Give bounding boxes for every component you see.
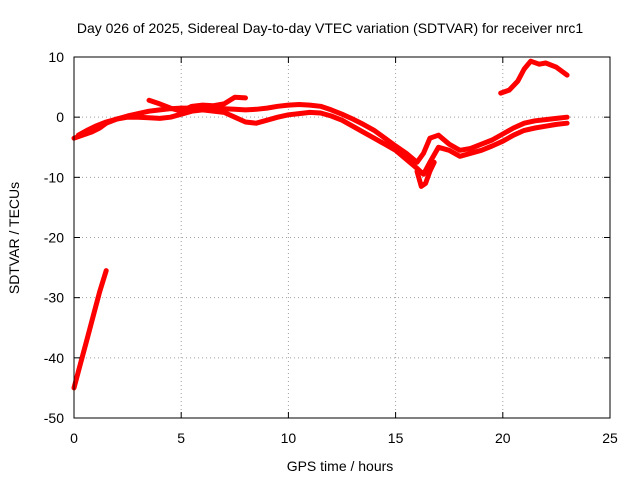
y-tick-label: -30 xyxy=(44,290,64,306)
y-tick-label: -10 xyxy=(44,169,64,185)
data-series xyxy=(71,58,570,391)
series-line-steep-rise-segment xyxy=(71,268,109,391)
series-line-dip-spike-segment xyxy=(414,159,437,189)
x-tick-label: 10 xyxy=(281,430,297,446)
y-tick-label: -20 xyxy=(44,230,64,246)
x-tick-label: 25 xyxy=(602,430,618,446)
chart-title: Day 026 of 2025, Sidereal Day-to-day VTE… xyxy=(77,20,583,36)
x-tick-label: 15 xyxy=(388,430,404,446)
series-line-late-high-segment xyxy=(498,58,570,96)
x-tick-label: 5 xyxy=(177,430,185,446)
y-tick-label: -50 xyxy=(44,410,64,426)
series-line-main-track-upper xyxy=(71,102,570,165)
y-tick-label: 0 xyxy=(56,109,64,125)
x-tick-label: 20 xyxy=(495,430,511,446)
y-tick-label: -40 xyxy=(44,350,64,366)
series-line-mid-bump-segment xyxy=(146,94,248,114)
y-tick-label: 10 xyxy=(48,49,64,65)
x-tick-label: 0 xyxy=(70,430,78,446)
series-line-main-track-lower xyxy=(75,107,570,177)
axis-ticks: 0 5 10 15 20 25 -50 -40 -30 -20 -10 0 10 xyxy=(44,49,618,446)
x-axis-label: GPS time / hours xyxy=(287,458,394,474)
y-axis-label: SDTVAR / TECUs xyxy=(6,182,22,294)
